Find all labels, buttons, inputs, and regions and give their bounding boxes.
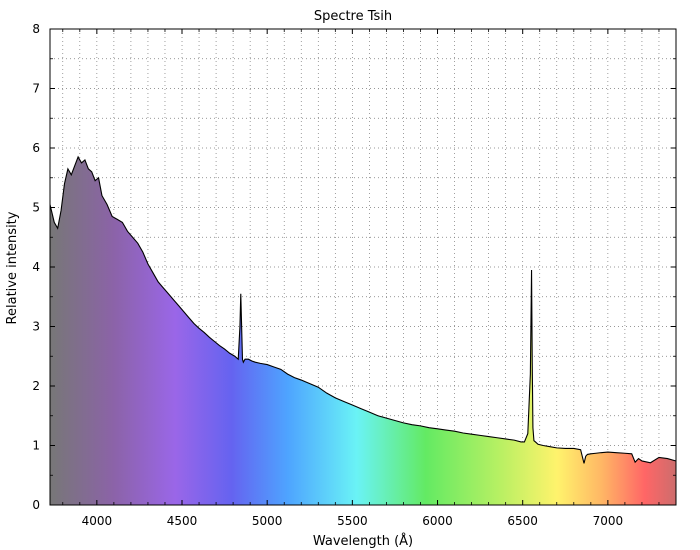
axis-ticks: 4000 4500 5000 5500 6000 6500 7000 0 1 2 3 4 5 6 7 8 <box>32 22 677 528</box>
spectrum-fill <box>50 156 676 505</box>
x-tick-label: 5500 <box>337 514 368 528</box>
y-tick-label: 4 <box>32 260 40 274</box>
y-tick-label: 3 <box>32 320 40 334</box>
y-tick-label: 0 <box>32 498 40 512</box>
x-tick-label: 5000 <box>252 514 283 528</box>
chart-title: Spectre Tsih <box>314 9 392 24</box>
y-tick-label: 7 <box>32 82 40 96</box>
x-tick-label: 4500 <box>167 514 198 528</box>
y-tick-label: 1 <box>32 439 40 453</box>
y-axis-label: Relative intensity <box>5 211 20 324</box>
y-tick-label: 6 <box>32 141 40 155</box>
x-tick-label: 6500 <box>507 514 538 528</box>
y-tick-label: 2 <box>32 379 40 393</box>
x-tick-label: 7000 <box>593 514 624 528</box>
x-tick-label: 4000 <box>82 514 113 528</box>
spectrum-line <box>49 155 677 464</box>
y-tick-label: 5 <box>32 201 40 215</box>
x-axis-label: Wavelength (Å) <box>313 533 413 549</box>
x-tick-label: 6000 <box>422 514 453 528</box>
y-tick-label: 8 <box>32 22 40 36</box>
